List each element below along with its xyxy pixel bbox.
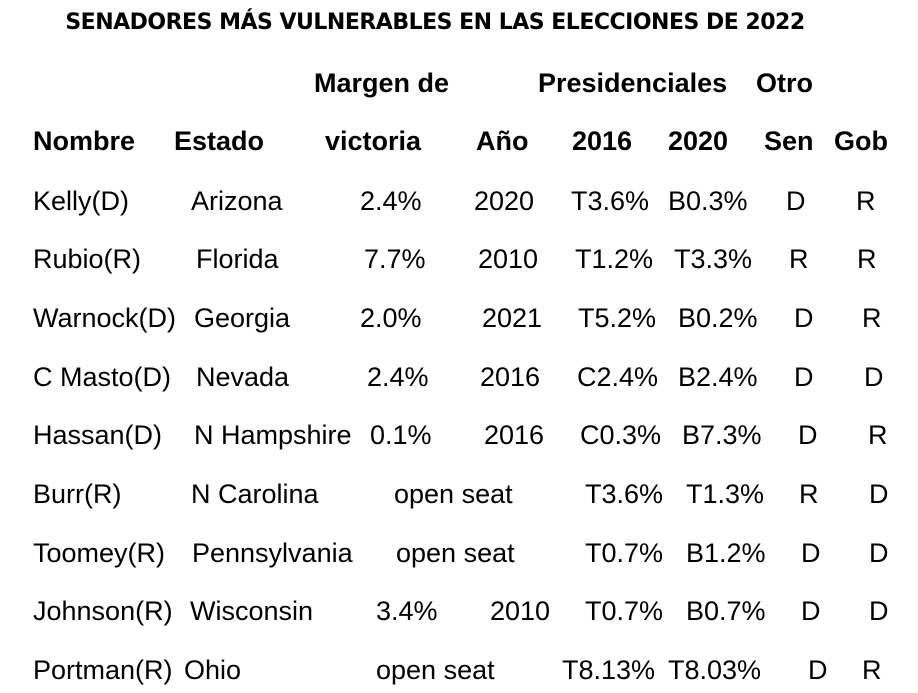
header-other-top: Otro — [756, 68, 813, 98]
table-row-gov: D — [869, 538, 889, 568]
table-row-state: Nevada — [196, 362, 290, 392]
table-row-2020: B1.2% — [686, 538, 766, 568]
table-row-year: 2020 — [474, 186, 535, 216]
table-row-state: Wisconsin — [190, 596, 314, 626]
table-row-year: 2016 — [480, 362, 541, 392]
table-row-gov: D — [869, 596, 889, 626]
table-row-2016: C2.4% — [577, 362, 659, 392]
table-row-margin: 7.7% — [364, 244, 426, 274]
table-row-sen: R — [799, 479, 819, 509]
table-row-margin: 2.0% — [360, 303, 422, 333]
table-row-2016: T5.2% — [578, 303, 657, 333]
table-row-state: Florida — [196, 244, 279, 274]
table-row-sen: D — [794, 303, 814, 333]
table-row-state: Georgia — [194, 303, 291, 333]
table-row-sen: D — [794, 362, 814, 392]
table-row-name: Kelly(D) — [33, 186, 130, 216]
table-row-2016: T0.7% — [585, 538, 664, 568]
table-row-year: 2010 — [478, 244, 539, 274]
table-row-gov: R — [857, 244, 877, 274]
table-row-sen: D — [801, 596, 821, 626]
header-sen: Sen — [764, 126, 814, 156]
table-row-name: Portman(R) — [33, 655, 173, 685]
table-row-margin: open seat — [376, 655, 495, 685]
table-row-year: 2010 — [490, 596, 551, 626]
table-row-2016: T0.7% — [585, 596, 664, 626]
table-row-name: Hassan(D) — [33, 420, 163, 450]
header-margin: victoria — [325, 126, 422, 156]
table-row-2016: T3.6% — [585, 479, 664, 509]
table-row-name: Johnson(R) — [33, 596, 173, 626]
table-row-2020: B0.7% — [686, 596, 766, 626]
table-row-year: 2016 — [484, 420, 545, 450]
table-row-name: Toomey(R) — [33, 538, 166, 568]
table-row-2020: T8.03% — [668, 655, 762, 685]
table-row-sen: D — [801, 538, 821, 568]
header-state: Estado — [174, 126, 265, 156]
table-row-2016: T3.6% — [571, 186, 650, 216]
page-title: SENADORES MÁS VULNERABLES EN LAS ELECCIO… — [65, 10, 805, 35]
table-row-2016: T8.13% — [562, 655, 656, 685]
table-row-2020: B0.3% — [668, 186, 748, 216]
table-row-year: 2021 — [482, 303, 543, 333]
table-row-state: Pennsylvania — [192, 538, 353, 568]
header-margin-top: Margen de — [314, 68, 450, 98]
header-year: Año — [476, 126, 529, 156]
table-row-margin: open seat — [396, 538, 515, 568]
table-row-gov: R — [856, 186, 876, 216]
header-presidential-top: Presidenciales — [538, 68, 728, 98]
table-row-margin: 2.4% — [367, 362, 429, 392]
table-row-sen: D — [808, 655, 828, 685]
table-row-state: Arizona — [191, 186, 283, 216]
table-row-name: C Masto(D) — [33, 362, 172, 392]
table-row-state: Ohio — [184, 655, 242, 685]
table-row-sen: D — [798, 420, 818, 450]
table-row-sen: R — [789, 244, 809, 274]
header-2020: 2020 — [668, 126, 729, 156]
table-row-sen: D — [786, 186, 806, 216]
table-row-name: Rubio(R) — [33, 244, 142, 274]
table-row-gov: R — [862, 655, 882, 685]
table-row-2020: T3.3% — [674, 244, 753, 274]
header-2016: 2016 — [572, 126, 633, 156]
header-gov: Gob — [834, 126, 888, 156]
table-row-gov: D — [869, 479, 889, 509]
table-row-2020: T1.3% — [686, 479, 765, 509]
table-row-gov: D — [864, 362, 884, 392]
table-row-margin: 3.4% — [376, 596, 438, 626]
header-name: Nombre — [33, 126, 136, 156]
table-row-2020: B7.3% — [682, 420, 762, 450]
table-row-state: N Carolina — [191, 479, 319, 509]
table-row-margin: 2.4% — [360, 186, 422, 216]
table-row-2020: B0.2% — [678, 303, 758, 333]
table-row-2016: C0.3% — [580, 420, 662, 450]
table-row-margin: open seat — [394, 479, 513, 509]
table-row-margin: 0.1% — [370, 420, 432, 450]
table-row-2020: B2.4% — [678, 362, 758, 392]
table-row-name: Burr(R) — [33, 479, 122, 509]
table-row-name: Warnock(D) — [33, 303, 177, 333]
table-row-gov: R — [862, 303, 882, 333]
table-row-gov: R — [868, 420, 888, 450]
table-row-2016: T1.2% — [575, 244, 654, 274]
table-row-state: N Hampshire — [194, 420, 352, 450]
